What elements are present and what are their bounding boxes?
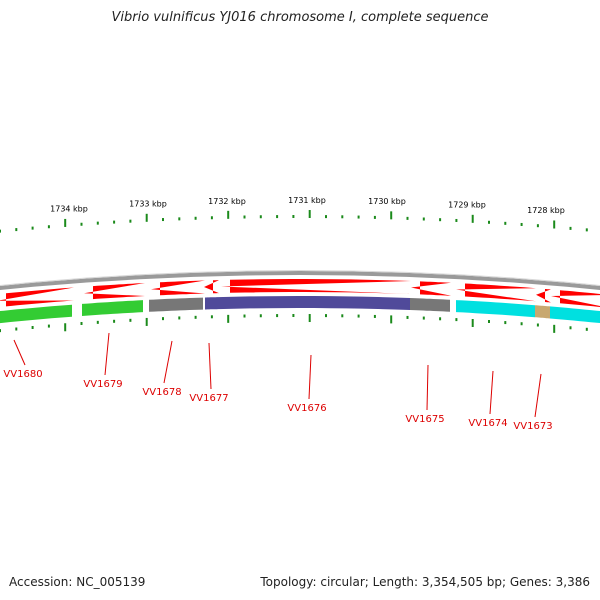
label-leader-line xyxy=(308,354,312,400)
forward-gene-arrow xyxy=(456,283,536,302)
scale-label: 1728 kbp xyxy=(527,206,565,215)
forward-gene-arrow xyxy=(204,280,219,294)
forward-gene-arrow xyxy=(551,290,600,307)
forward-gene-arrow xyxy=(411,281,451,296)
topology-summary: Topology: circular; Length: 3,354,505 bp… xyxy=(260,575,590,589)
label-leader-line xyxy=(208,342,212,390)
scale-label: 1731 kbp xyxy=(288,196,326,205)
gene-label: VV1677 xyxy=(189,393,228,404)
gene-label: VV1679 xyxy=(83,379,122,390)
gene-label: VV1678 xyxy=(142,387,181,398)
reverse-gene-vv1678 xyxy=(149,297,203,312)
gene-label: VV1673 xyxy=(513,421,552,432)
label-leader-line xyxy=(489,370,494,415)
reverse-gene-vv1679 xyxy=(82,300,143,316)
scale-label: 1729 kbp xyxy=(448,201,486,210)
gene-label-group: VV1680 VV1679 VV1678 VV1677 VV1676 VV1675 VV16… xyxy=(3,332,553,432)
label-leader-line xyxy=(163,340,173,384)
reverse-gene-vv1673 xyxy=(535,305,550,319)
forward-gene-arrow xyxy=(221,279,411,294)
accession-label: Accession: NC_005139 xyxy=(9,575,146,589)
gene-label: VV1680 xyxy=(3,369,42,380)
label-leader-line xyxy=(534,373,542,418)
scale-label: 1734 kbp xyxy=(50,205,88,214)
forward-gene-arrow xyxy=(151,280,205,296)
label-leader-line xyxy=(104,332,110,376)
backbone-ring xyxy=(0,271,600,291)
gene-label: VV1674 xyxy=(468,418,507,429)
reverse-gene-vv1677 xyxy=(205,297,218,310)
forward-gene-arrow xyxy=(84,283,145,300)
label-leader-line xyxy=(426,364,429,411)
forward-gene-arrow xyxy=(536,289,551,303)
inner-tick-group xyxy=(0,314,588,333)
backbone-ring-highlight xyxy=(0,270,600,287)
gene-label: VV1676 xyxy=(287,403,326,414)
reverse-gene-vv1680 xyxy=(0,304,72,324)
reverse-gene-vv1674 xyxy=(456,300,535,318)
label-leader-line xyxy=(13,339,26,366)
reverse-gene-vv1676 xyxy=(218,296,410,310)
scale-label: 1730 kbp xyxy=(368,197,406,206)
reverse-gene-vv1674 xyxy=(550,306,600,324)
reverse-gene-vv1675 xyxy=(410,298,450,312)
gene-label: VV1675 xyxy=(405,414,444,425)
scale-label: 1732 kbp xyxy=(208,197,246,206)
map-title: Vibrio vulnificus YJ016 chromosome I, co… xyxy=(111,10,489,25)
scale-group: 1734 kbp 1733 kbp 1732 kbp 1731 kbp 1730 kbp… xyxy=(0,196,588,233)
scale-label: 1733 kbp xyxy=(129,200,167,209)
forward-gene-arrow xyxy=(0,287,74,307)
